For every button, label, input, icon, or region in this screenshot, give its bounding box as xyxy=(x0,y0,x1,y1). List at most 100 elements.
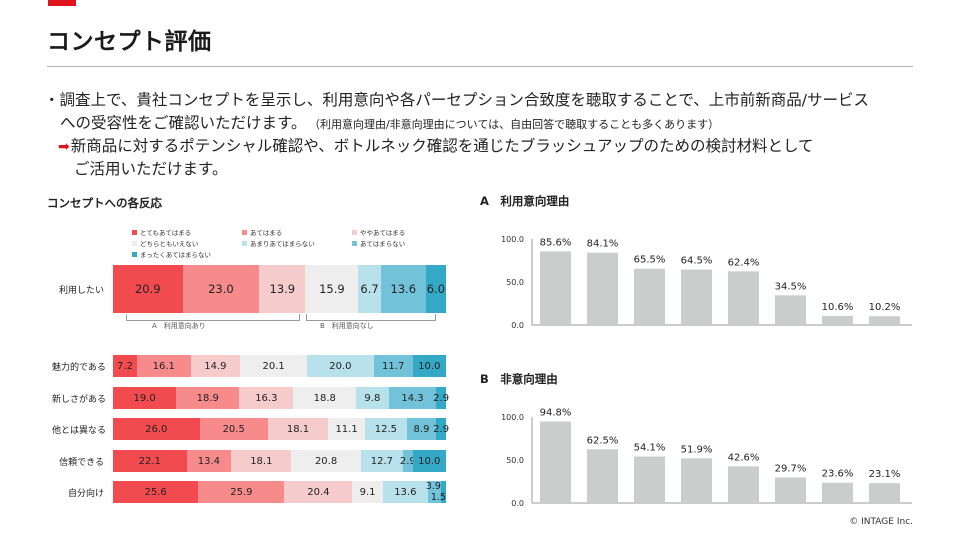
bar-category-label: 他とは異なる xyxy=(52,426,107,436)
chart-title: B 非意向理由 xyxy=(480,372,558,386)
bar xyxy=(869,316,900,325)
bar-value-label: 10.6% xyxy=(822,302,854,313)
copyright: © INTAGE Inc. xyxy=(849,517,913,527)
bar-segment: 8.9 xyxy=(406,418,437,440)
bar-segment: 19.0 xyxy=(113,387,177,409)
stacked-bar: 19.0 18.9 16.3 18.8 9.8 14.3 2.9 xyxy=(113,387,449,409)
bar-segment: 2.9 xyxy=(400,450,416,472)
legend-label: あまりあてはまらない xyxy=(250,240,315,248)
y-tick-label: 100.0 xyxy=(501,235,524,244)
bar xyxy=(587,252,618,325)
bar xyxy=(540,251,571,325)
group-bracket-no xyxy=(306,314,436,321)
bar xyxy=(634,456,665,503)
bar-segment: 1.5 xyxy=(431,481,446,503)
bar-value-label: 54.1% xyxy=(634,442,666,453)
bar-segment: 18.1 xyxy=(231,450,292,472)
non-usage-reason-chart: B 非意向理由 100.0 50.0 0.0 94.8% 62.5% 54.1% 51.9% 4… xyxy=(480,372,912,508)
legend-item: あまりあてはまらない xyxy=(242,238,315,248)
bar xyxy=(587,449,618,503)
bar-value-label: 51.9% xyxy=(681,444,713,455)
bar-segment: 16.1 xyxy=(136,355,191,377)
bar-value-label: 62.5% xyxy=(587,435,619,446)
bar-segment: 16.3 xyxy=(239,387,294,409)
bar xyxy=(681,458,712,503)
bar-value-label: 64.5% xyxy=(681,256,713,267)
bar-value-label: 94.8% xyxy=(540,407,572,418)
bullet-line-3-text: 新商品に対するポテンシャル確認や、ボトルネック確認を通じたブラッシュアップのため… xyxy=(70,137,814,155)
title-accent-tab xyxy=(48,0,76,6)
bar-segment: 11.7 xyxy=(373,355,413,377)
bar xyxy=(822,315,853,325)
legend-item: あてはまらない xyxy=(352,238,405,248)
group-bracket-yes xyxy=(126,314,300,321)
y-tick-label: 50.0 xyxy=(506,278,524,287)
legend-item: とてもあてはまる xyxy=(132,227,191,237)
legend-swatch xyxy=(352,240,357,246)
bullet-line-2: への受容性をご確認いただけます。 （利用意向理由/非意向理由については、自由回答で… xyxy=(60,111,719,133)
bar-segment: 25.9 xyxy=(198,481,285,503)
legend-swatch xyxy=(352,229,357,235)
bar-category-label: 魅力的である xyxy=(52,363,106,373)
legend-label: ややあてはまる xyxy=(360,229,406,237)
bar-value-label: 84.1% xyxy=(587,239,619,250)
bar-segment: 20.5 xyxy=(199,418,268,440)
stacked-bar: 20.9 23.0 13.9 15.9 6.7 13.6 6.0 xyxy=(113,265,446,313)
bar-segment: 13.9 xyxy=(259,265,306,313)
bar-segment: 13.6 xyxy=(380,265,426,313)
bar-value-label: 62.4% xyxy=(728,257,760,268)
bar-segment: 15.9 xyxy=(305,265,359,313)
bar-segment: 14.3 xyxy=(388,387,437,409)
bar-segment: 6.7 xyxy=(358,265,381,313)
bar-value-label: 10.2% xyxy=(869,302,901,313)
title-divider xyxy=(47,66,913,67)
stacked-bar: 22.1 13.4 18.1 20.8 12.7 2.9 10.0 xyxy=(113,450,446,472)
bar-segment: 7.2 xyxy=(113,355,137,377)
bar-segment: 20.1 xyxy=(240,355,308,377)
legend-label: あてはまらない xyxy=(360,240,406,248)
bar-value-label: 23.6% xyxy=(822,469,854,480)
legend-swatch xyxy=(242,229,247,235)
group-label-no: B 利用意向なし xyxy=(320,322,374,330)
bar xyxy=(775,295,806,325)
bar xyxy=(728,466,759,503)
legend-label: あてはまる xyxy=(250,229,283,237)
bar-category-label: 自分向け xyxy=(67,489,104,499)
bar-category-label: 信頼できる xyxy=(59,458,104,468)
y-tick-label: 50.0 xyxy=(506,456,524,465)
bar-segment: 11.1 xyxy=(328,418,366,440)
legend-label: とてもあてはまる xyxy=(140,229,192,237)
bar-segment: 22.1 xyxy=(113,450,187,472)
page-title: コンセプト評価 xyxy=(47,29,212,55)
legend-item: ややあてはまる xyxy=(352,227,405,237)
bar-segment: 26.0 xyxy=(113,418,200,440)
bar xyxy=(728,271,759,325)
chart-title: A 利用意向理由 xyxy=(480,194,569,208)
legend-item: あてはまる xyxy=(242,227,282,237)
bar-segment: 12.7 xyxy=(360,450,403,472)
bullet-line-1: ・調査上で、貴社コンセプトを呈示し、利用意向や各パーセプション合致度を聴取するこ… xyxy=(44,91,870,109)
bar-segment: 18.1 xyxy=(267,418,329,440)
bar-value-label: 85.6% xyxy=(540,237,572,248)
bar-segment: 9.1 xyxy=(352,481,383,503)
bar-segment: 18.8 xyxy=(293,387,357,409)
bar-segment: 3.9 xyxy=(426,481,441,503)
y-tick-label: 0.0 xyxy=(511,499,524,508)
bar-segment: 23.0 xyxy=(182,265,260,313)
bullet-line-2-text: への受容性をご確認いただけます。 xyxy=(60,114,307,132)
bar-segment: 14.9 xyxy=(190,355,241,377)
bar-segment: 25.6 xyxy=(113,481,199,503)
legend-swatch xyxy=(132,229,137,235)
bar-segment: 2.9 xyxy=(433,387,449,409)
y-tick-label: 100.0 xyxy=(501,413,524,422)
bar-segment: 12.5 xyxy=(365,418,407,440)
bar-value-label: 65.5% xyxy=(634,255,666,266)
bar-segment: 13.4 xyxy=(186,450,232,472)
legend-swatch xyxy=(242,240,247,246)
legend-swatch xyxy=(132,251,137,257)
bar xyxy=(634,268,665,325)
arrow-icon: ➡ xyxy=(58,139,70,155)
bar xyxy=(822,482,853,503)
bar xyxy=(540,421,571,503)
bar-value-label: 29.7% xyxy=(775,463,807,474)
